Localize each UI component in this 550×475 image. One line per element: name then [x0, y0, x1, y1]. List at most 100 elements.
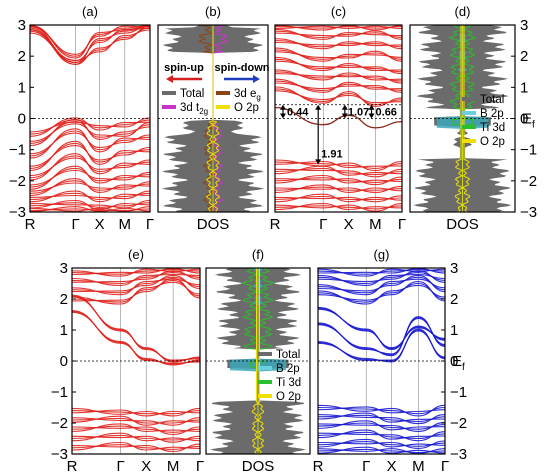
- valence-band-line: [71, 423, 201, 432]
- valence-band-line: [274, 159, 403, 172]
- k-point-label: Γ: [117, 458, 125, 475]
- conduction-band-line: [274, 69, 403, 81]
- dos-panel-d: DOS Total B 2p Ti 3d O 2p: [413, 24, 512, 233]
- valence-band-line: [29, 117, 151, 137]
- gap-arrow-044-head-top: [280, 104, 286, 110]
- y-axis-a: 3 2 1 0 −1 −2 −3: [9, 17, 34, 221]
- dos-panel-b: DOS spin-up spin-down Total 3d t2g 3d egO 2p: [161, 24, 270, 233]
- k-point-label: R: [270, 216, 281, 233]
- valence-band-line: [274, 203, 403, 211]
- y-tick-label: 0: [520, 111, 528, 128]
- conduction-band-line: [29, 25, 151, 59]
- legend-label: O 2p: [276, 391, 301, 403]
- conduction-band-line: [71, 277, 201, 302]
- conduction-band-line: [274, 90, 403, 104]
- conduction-band-line: [317, 276, 446, 294]
- valence-band-line: [29, 165, 151, 190]
- conduction-band-line: [29, 25, 151, 55]
- conduction-band-line: [274, 47, 403, 62]
- panel-label: (c): [331, 4, 346, 19]
- k-point-label: Γ: [71, 216, 79, 233]
- legend-label: Ti 3d: [480, 122, 505, 134]
- k-point-label: Γ: [441, 458, 449, 475]
- gap-arrow-044-head-bottom: [280, 113, 286, 119]
- valence-band-line: [29, 155, 151, 179]
- valence-band-line: [317, 429, 446, 440]
- conduction-band-line: [317, 270, 446, 283]
- y-tick-label: 2: [450, 291, 458, 308]
- conduction-band-line: [274, 60, 403, 75]
- y-tick-label: 2: [520, 48, 528, 65]
- valence-band-line: [71, 432, 201, 442]
- conduction-band-line: [317, 272, 446, 285]
- panel-label: (d): [455, 4, 471, 19]
- valence-band-line: [317, 406, 446, 415]
- gap-arrow-107-head-top: [341, 104, 348, 110]
- k-point-label: Γ: [362, 458, 370, 475]
- valence-band-line: [29, 190, 151, 203]
- valence-band-line: [29, 157, 151, 177]
- dispersive-band-line: [71, 294, 201, 363]
- conduction-band-line: [274, 82, 403, 93]
- legend-label: Total: [276, 349, 300, 361]
- gap-label-191: 1.91: [321, 148, 342, 160]
- valence-band-line: [71, 444, 201, 450]
- valence-band-line: [29, 119, 151, 135]
- valence-band-line: [29, 190, 151, 200]
- k-point-label: Γ: [319, 216, 327, 233]
- valence-band-line: [317, 441, 446, 447]
- conduction-band-line: [71, 270, 201, 283]
- conduction-band-line: [317, 268, 446, 277]
- valence-band-line: [29, 145, 151, 167]
- valence-band-line: [29, 169, 151, 186]
- y-tick-label: −3: [51, 446, 68, 463]
- valence-band-line: [29, 208, 151, 211]
- gap-label-066: 0.66: [376, 107, 397, 119]
- gap-arrow-066-head-bottom: [368, 113, 375, 119]
- conduction-band-line: [71, 273, 201, 286]
- valence-band-line: [317, 406, 446, 414]
- mid-gap-band-line: [274, 106, 403, 129]
- y-tick-label: 0: [18, 111, 26, 128]
- valence-band-line: [71, 434, 201, 441]
- valence-band-line: [71, 443, 201, 453]
- valence-band-line: [29, 178, 151, 197]
- valence-band-line: [274, 160, 403, 168]
- conduction-band-line: [71, 272, 201, 285]
- dispersive-band-line: [317, 329, 446, 362]
- valence-band-line: [274, 184, 403, 193]
- k-point-label: X: [387, 458, 397, 475]
- legend-label: B 2p: [480, 108, 504, 120]
- valence-band-line: [317, 431, 446, 442]
- conduction-band-line: [274, 78, 403, 93]
- conduction-band-line: [71, 268, 201, 277]
- valence-band-line: [274, 186, 403, 191]
- y-tick-label: 3: [18, 17, 26, 34]
- valence-band-line: [29, 140, 151, 172]
- valence-band-line: [274, 177, 403, 183]
- conduction-band-line: [274, 88, 403, 106]
- valence-band-line: [274, 193, 403, 203]
- fermi-level-label-d: Ef: [522, 111, 535, 131]
- gap-label-044: 0.44: [287, 107, 309, 119]
- valence-band-line: [274, 174, 403, 184]
- conduction-band-line: [71, 278, 201, 296]
- panel-label: (b): [205, 4, 221, 19]
- y-tick-label: −3: [450, 446, 467, 463]
- y-tick-label: −3: [520, 204, 537, 221]
- gap-arrow-191-head-bottom: [315, 159, 322, 165]
- y-tick-label: −1: [9, 142, 26, 159]
- dos-o2p-line: [454, 25, 464, 213]
- dos-axis-label: DOS: [446, 216, 479, 233]
- valence-band-line: [71, 435, 201, 443]
- y-tick-label: 1: [18, 79, 26, 96]
- conduction-band-line: [317, 282, 446, 303]
- legend-label: Ti 3d: [276, 377, 301, 389]
- y-tick-label: −2: [51, 415, 68, 432]
- panel-label: (g): [374, 247, 390, 262]
- spin-down-arrowhead: [253, 75, 260, 83]
- spin-down-label: spin-down: [215, 62, 270, 74]
- dispersive-band-line: [71, 295, 201, 362]
